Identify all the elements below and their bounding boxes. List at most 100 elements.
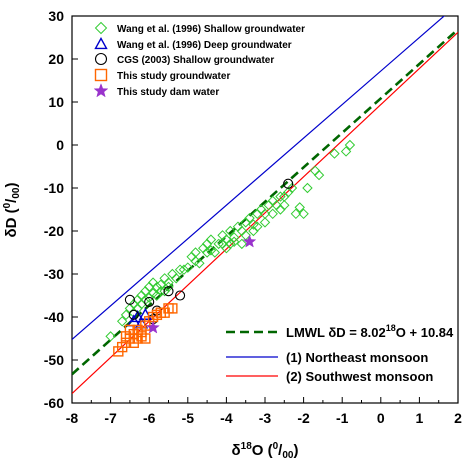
legend-label-square: This study groundwater xyxy=(117,71,230,82)
point-circle-5 xyxy=(283,178,294,189)
point-diamond-38 xyxy=(275,191,286,202)
point-diamond-59 xyxy=(236,238,248,250)
point-diamond-11 xyxy=(155,279,166,290)
y-axis-title: δD (0/00) xyxy=(2,183,22,238)
point-diamond-15 xyxy=(174,264,186,275)
series-square xyxy=(113,303,178,357)
ref-line-0 xyxy=(72,28,458,376)
series-diamond xyxy=(105,139,356,342)
axis-ticks xyxy=(71,15,459,404)
point-diamond-0 xyxy=(105,331,116,342)
legend-label-triangle: Wang et al. (1996) Deep groundwater xyxy=(117,40,292,51)
point-diamond-22 xyxy=(213,238,224,250)
point-diamond-35 xyxy=(263,199,275,211)
point-diamond-46 xyxy=(329,148,340,159)
point-diamond-55 xyxy=(201,247,213,258)
y-tick-label: 0 xyxy=(56,137,64,153)
point-diamond-21 xyxy=(205,234,217,245)
y-tick-label: 20 xyxy=(48,51,64,67)
x-tick-label: -7 xyxy=(104,410,117,426)
point-square-13 xyxy=(167,303,178,314)
x-tick-label: -4 xyxy=(220,410,233,426)
point-diamond-77 xyxy=(221,242,232,254)
plot-area: -8 -7 -6 -5 -4 -3 -2 -1 0 1 23020100-10-20-30-40-5… xyxy=(44,8,462,426)
point-diamond-41 xyxy=(286,182,298,194)
point-diamond-58 xyxy=(209,247,221,258)
x-tick-label: -3 xyxy=(259,410,272,426)
point-diamond-66 xyxy=(194,258,205,269)
point-diamond-72 xyxy=(267,208,278,220)
point-diamond-52 xyxy=(159,285,170,297)
point-diamond-40 xyxy=(282,187,294,198)
x-tick-label: -1 xyxy=(336,410,349,426)
legend-label-circle: CGS (2003) Shallow groundwater xyxy=(117,55,274,66)
y-tick-label: -30 xyxy=(44,266,64,282)
y-tick-label: 30 xyxy=(48,8,64,24)
point-diamond-29 xyxy=(240,217,251,228)
series-star xyxy=(146,234,257,334)
tick-labels: -8 -7 -6 -5 -4 -3 -2 -1 0 1 23020100-10-20-30-40-5… xyxy=(44,8,462,426)
point-diamond-67 xyxy=(205,245,217,256)
legend-marker-triangle xyxy=(94,37,108,50)
point-diamond-60 xyxy=(290,208,302,220)
point-circle-0 xyxy=(124,294,135,305)
point-square-14 xyxy=(116,341,128,353)
point-circle-2 xyxy=(175,290,186,301)
legend-markers: Wang et al. (1996) Shallow groundwater Wa… xyxy=(93,21,305,98)
point-circle-4 xyxy=(128,309,139,320)
point-diamond-73 xyxy=(275,204,286,215)
legend-line-label-1: (1) Northeast monsoon xyxy=(286,350,428,365)
point-diamond-79 xyxy=(279,199,290,211)
x-tick-label: -8 xyxy=(66,410,79,426)
legend-lines: LMWL δD = 8.0218O + 10.84 (1) Northeast m… xyxy=(226,323,454,384)
legend-marker-diamond xyxy=(94,21,108,35)
y-tick-label: -10 xyxy=(44,180,64,196)
point-diamond-48 xyxy=(344,139,356,151)
legend-marker-star xyxy=(93,83,109,98)
point-diamond-69 xyxy=(228,236,240,247)
point-diamond-70 xyxy=(248,225,259,237)
x-tick-label: -2 xyxy=(297,410,310,426)
point-square-19 xyxy=(120,331,132,342)
point-square-20 xyxy=(140,333,151,344)
point-diamond-51 xyxy=(151,290,163,301)
legend-line-label-2: (2) Southwest monsoon xyxy=(286,369,433,384)
point-diamond-47 xyxy=(340,146,352,157)
point-circle-1 xyxy=(144,296,155,308)
y-tick-label: 10 xyxy=(48,94,64,110)
point-diamond-63 xyxy=(147,288,159,299)
x-tick-label: 2 xyxy=(454,410,462,426)
point-diamond-25 xyxy=(225,225,236,237)
point-diamond-26 xyxy=(228,232,240,243)
point-diamond-1 xyxy=(116,316,128,327)
legend-label-star: This study dam water xyxy=(117,87,219,98)
x-axis-title: δ18O (0/00) xyxy=(232,441,299,461)
x-tick-label: -6 xyxy=(143,410,156,426)
point-star-0 xyxy=(242,234,257,248)
legend-marker-square xyxy=(94,68,108,82)
point-diamond-42 xyxy=(294,202,305,213)
point-diamond-45 xyxy=(313,169,325,181)
data-points xyxy=(105,139,356,357)
ref-line-1 xyxy=(72,16,446,340)
x-tick-label: 0 xyxy=(377,410,385,426)
x-tick-label: -5 xyxy=(182,410,195,426)
y-tick-label: -20 xyxy=(44,223,64,239)
point-diamond-32 xyxy=(252,208,263,220)
point-diamond-71 xyxy=(259,217,271,228)
point-star-1 xyxy=(146,320,160,334)
point-diamond-78 xyxy=(252,221,263,232)
x-tick-label: 1 xyxy=(416,410,424,426)
legend-label-diamond: Wang et al. (1996) Shallow groundwater xyxy=(117,24,305,35)
point-diamond-65 xyxy=(163,281,174,293)
point-diamond-30 xyxy=(244,212,255,224)
point-diamond-8 xyxy=(143,281,155,293)
point-circle-6 xyxy=(163,286,174,297)
y-tick-label: -50 xyxy=(44,352,64,368)
y-tick-label: -40 xyxy=(44,309,64,325)
legend-marker-circle xyxy=(94,52,108,66)
y-tick-label: -60 xyxy=(44,395,64,411)
point-diamond-76 xyxy=(178,264,190,275)
legend-line-label-0: LMWL δD = 8.0218O + 10.84 xyxy=(286,323,454,340)
